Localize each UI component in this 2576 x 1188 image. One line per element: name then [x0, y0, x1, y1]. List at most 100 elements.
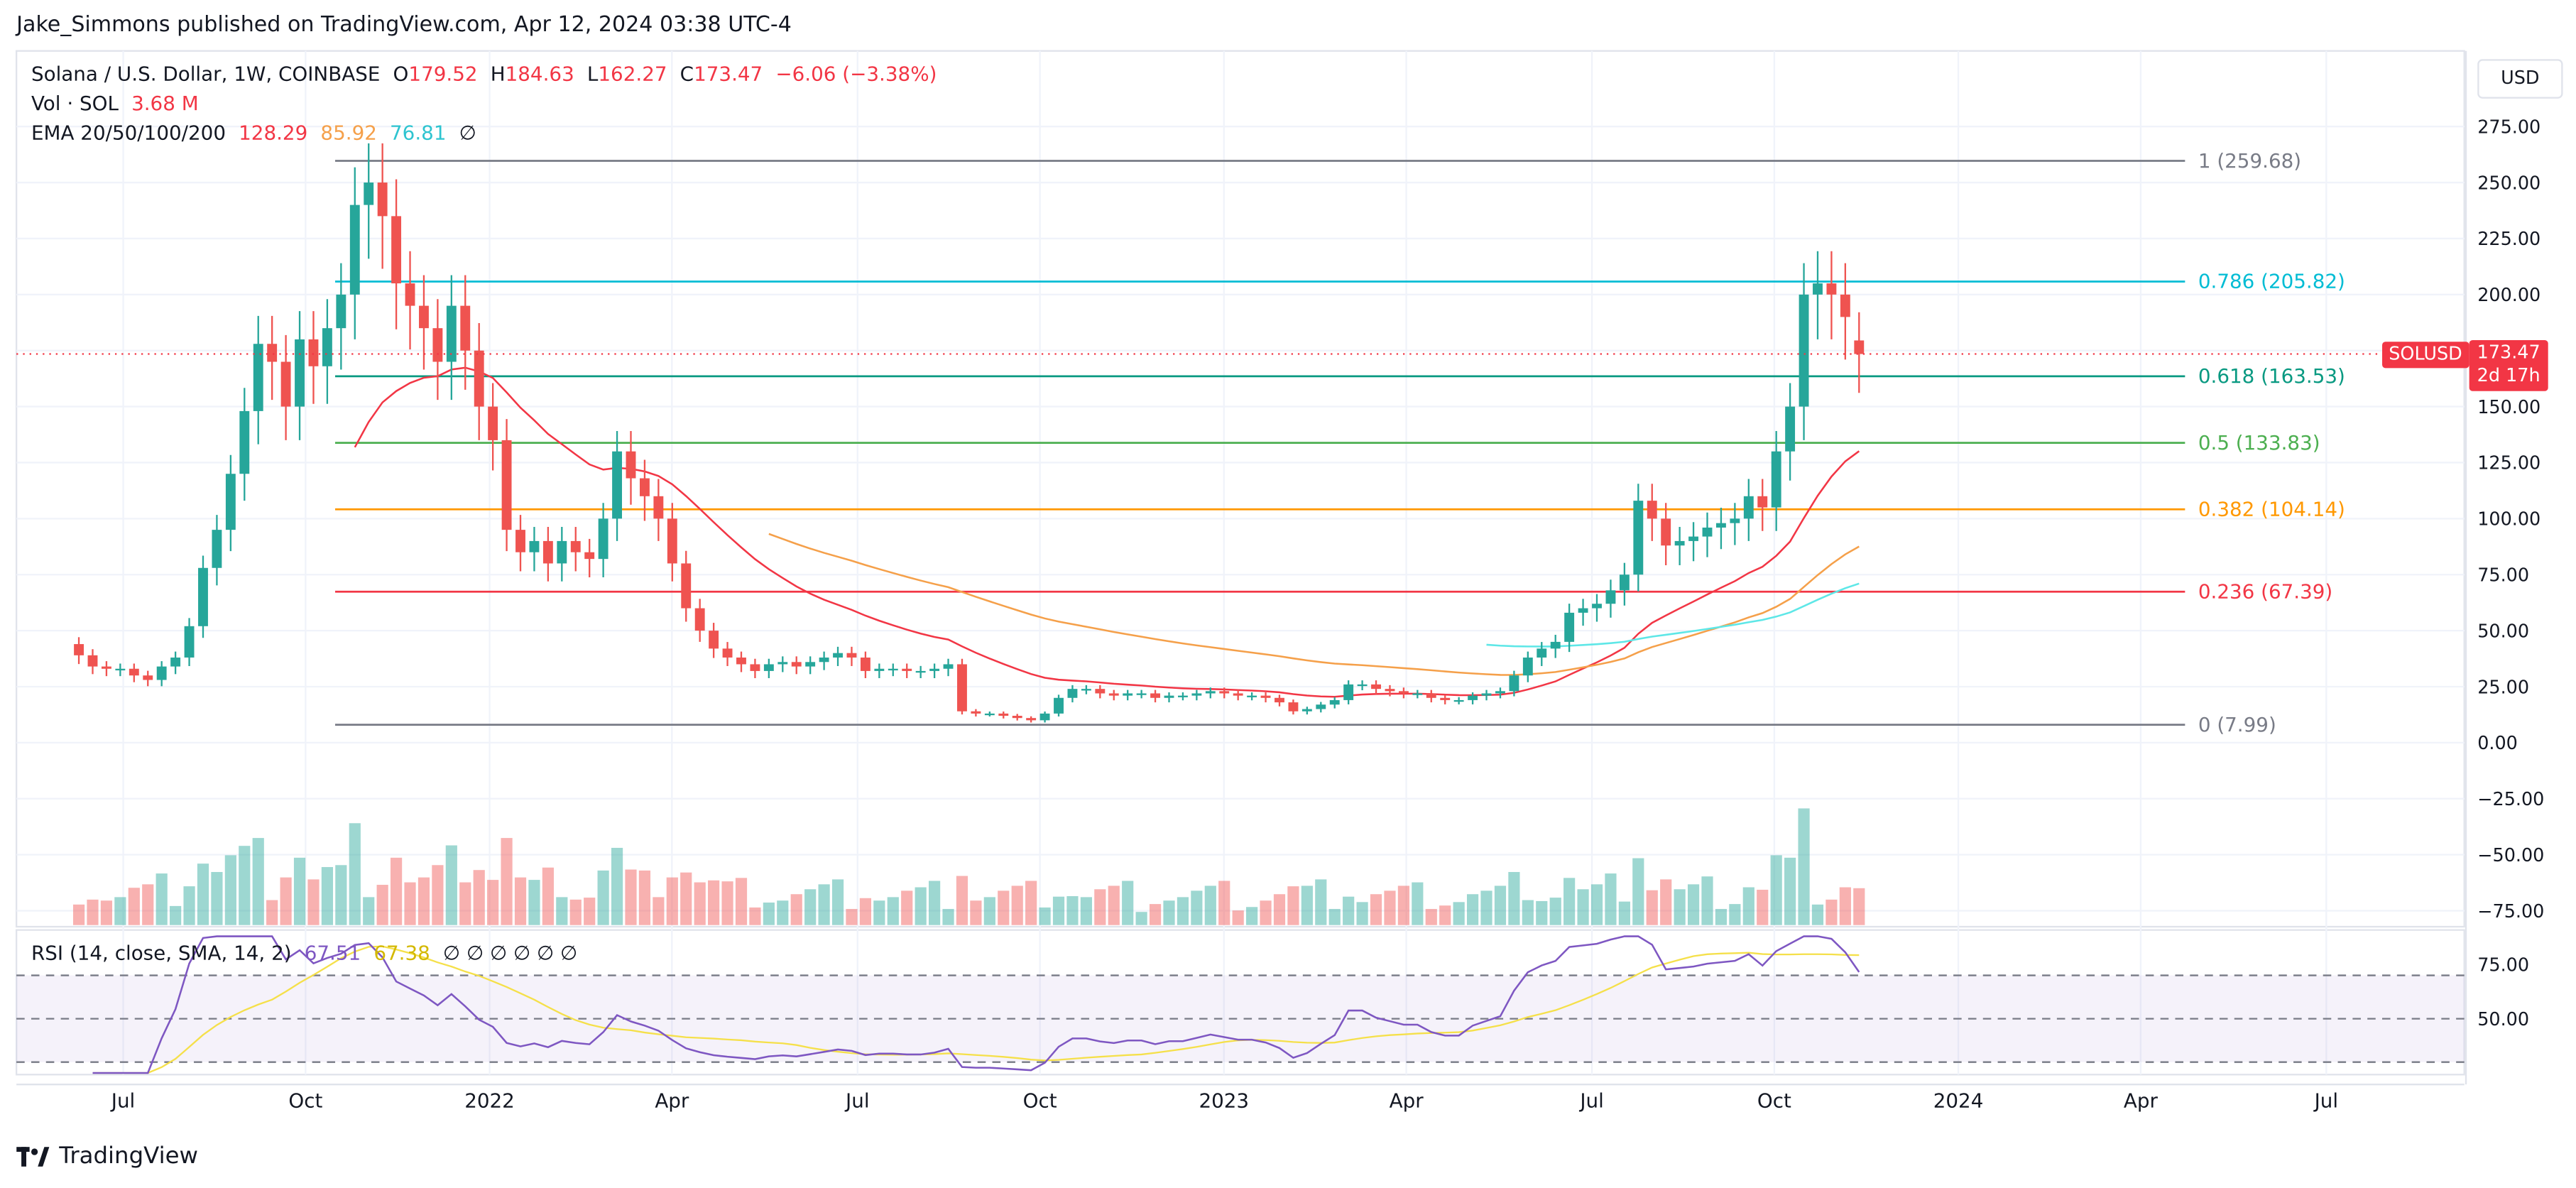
price-tick-label: 25.00	[2477, 677, 2529, 698]
volume-bar	[197, 863, 209, 925]
price-axis[interactable]: 275.00250.00225.00200.00175.00150.00125.…	[2477, 116, 2544, 922]
candle-body	[1371, 684, 1381, 690]
time-axis[interactable]: Jul Oct 2022 Apr Jul Oct 2023 Apr Jul Oct 2024 Apr J…	[16, 1084, 2465, 1113]
tradingview-brand[interactable]: TradingView	[16, 1143, 198, 1170]
volume-bar	[1204, 885, 1216, 925]
candle-body	[984, 713, 995, 716]
candle-body	[1067, 689, 1078, 698]
candle-body	[212, 530, 222, 568]
time-tick-label: Apr	[2124, 1089, 2159, 1113]
time-tick-label: Oct	[1757, 1089, 1791, 1113]
candle-body	[1316, 704, 1326, 709]
candle-body	[225, 474, 236, 530]
volume-bar	[307, 879, 320, 925]
rsi-value: 67.51	[304, 941, 361, 965]
volume-bar	[1853, 888, 1865, 925]
candle-body	[833, 653, 843, 658]
candle-body	[736, 657, 746, 665]
candle-body	[1398, 691, 1409, 694]
rsi-legend[interactable]: RSI (14, close, SMA, 14, 2) 67.51 67.38 …	[31, 942, 584, 964]
candle-body	[584, 552, 595, 560]
currency-button[interactable]: USD	[2477, 59, 2563, 99]
volume-bar	[1590, 884, 1603, 925]
candle-body	[1522, 657, 1533, 676]
volume-histogram	[72, 808, 1865, 925]
candle-body	[349, 205, 360, 295]
volume-bar	[211, 871, 223, 925]
candle-body	[750, 664, 760, 671]
candle-body	[1702, 527, 1713, 537]
price-tick-label: 225.00	[2477, 229, 2540, 250]
volume-bar	[445, 845, 457, 925]
candle-body	[1329, 699, 1340, 705]
low-value: 162.27	[598, 62, 667, 86]
ema-lines	[354, 366, 1860, 698]
ema50-value: 85.92	[320, 121, 377, 145]
candle-body	[515, 530, 525, 552]
volume-bar	[142, 884, 154, 925]
candle-body	[253, 344, 263, 411]
candle-body	[1495, 691, 1505, 694]
candle-body	[1813, 283, 1823, 295]
volume-bar	[1356, 902, 1368, 925]
candle-body	[1633, 501, 1644, 575]
ema-label: EMA 20/50/100/200	[31, 121, 227, 145]
volume-bar	[1025, 881, 1037, 925]
symbol-legend[interactable]: Solana / U.S. Dollar, 1W, COINBASE O179.…	[31, 62, 944, 85]
volume-bar	[694, 882, 706, 925]
volume-legend[interactable]: Vol · SOL 3.68 M	[31, 92, 205, 115]
candle-body	[1578, 608, 1588, 613]
candle-body	[1840, 294, 1850, 317]
candle-body	[1440, 697, 1451, 700]
rsi-sma-value: 67.38	[373, 941, 430, 965]
volume-bar	[1729, 904, 1741, 925]
volume-bar	[321, 867, 334, 925]
candle-body	[170, 657, 181, 667]
candle-body	[1095, 689, 1106, 694]
volume-bar	[1301, 885, 1313, 925]
candle-body	[1550, 641, 1561, 649]
symbol-name[interactable]: Solana / U.S. Dollar, 1W, COINBASE	[31, 62, 381, 86]
change-value: −6.06 (−3.38%)	[775, 62, 937, 86]
bar-countdown: 2d 17h	[2477, 364, 2540, 386]
ema20-line	[354, 366, 1860, 698]
time-tick-label: 2022	[464, 1089, 515, 1113]
fib-level-label: 0 (7.99)	[2198, 713, 2276, 736]
candle-body	[322, 328, 332, 366]
fibonacci-retracement[interactable]: 1 (259.68) 0.786 (205.82) 0.618 (163.53) 0.…	[335, 149, 2345, 736]
candle-body	[915, 670, 926, 673]
candle-body	[542, 540, 553, 564]
candle-body	[280, 361, 291, 407]
volume-bar	[1742, 887, 1754, 925]
volume-bar	[1080, 897, 1092, 925]
low-label: L	[586, 62, 599, 86]
candle-body	[598, 518, 608, 560]
volume-bar	[1784, 857, 1796, 925]
ema-legend[interactable]: EMA 20/50/100/200 128.29 85.92 76.81 ∅	[31, 121, 483, 144]
volume-bar	[735, 878, 748, 925]
candle-body	[1826, 283, 1837, 295]
time-tick-label: 2023	[1199, 1089, 1249, 1113]
candle-body	[722, 648, 733, 658]
volume-bar	[376, 885, 388, 925]
volume-bar	[1149, 904, 1162, 925]
symbol-price-tag: SOLUSD	[2382, 342, 2469, 369]
volume-bar	[749, 907, 761, 925]
candle-body	[267, 344, 278, 362]
rsi-tick-label: 50.00	[2477, 1009, 2529, 1030]
volume-bar	[1466, 894, 1479, 925]
volume-bar	[1218, 881, 1230, 925]
candle-body	[1288, 702, 1299, 712]
volume-bar	[1122, 881, 1134, 925]
fib-level-label: 1 (259.68)	[2198, 149, 2301, 173]
candle-body	[239, 410, 250, 474]
rsi-band	[16, 975, 2465, 1062]
volume-bar	[1811, 904, 1824, 925]
candle-body	[860, 657, 871, 671]
volume-bar	[1439, 905, 1451, 925]
volume-bar	[1701, 876, 1713, 925]
volume-bar	[1632, 858, 1644, 925]
price-tick-label: 100.00	[2477, 509, 2540, 530]
